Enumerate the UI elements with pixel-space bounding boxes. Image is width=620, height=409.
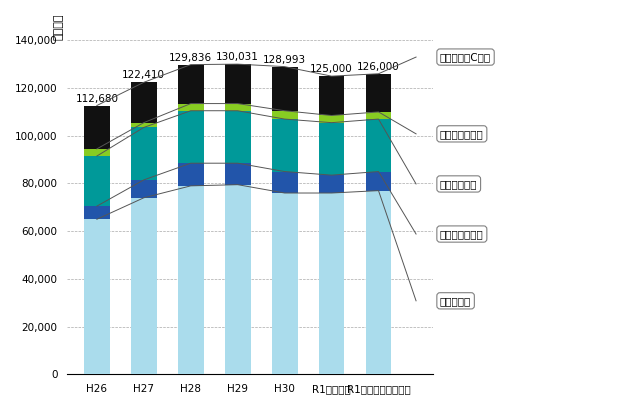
- Text: 受取手数料収入: 受取手数料収入: [440, 129, 484, 139]
- Bar: [366, 119, 391, 171]
- Bar: [84, 219, 110, 374]
- Bar: [272, 67, 298, 111]
- Bar: [366, 74, 391, 112]
- Bar: [131, 198, 157, 374]
- Y-axis label: （千円）: （千円）: [54, 14, 64, 40]
- Bar: [84, 149, 110, 156]
- Text: 所有床賃貸収入: 所有床賃貸収入: [440, 229, 484, 239]
- Bar: [225, 185, 250, 374]
- Bar: [84, 206, 110, 219]
- Bar: [84, 106, 110, 149]
- Text: 125,000: 125,000: [310, 64, 353, 74]
- Bar: [178, 65, 203, 103]
- Bar: [319, 175, 345, 193]
- Text: 130,031: 130,031: [216, 52, 259, 62]
- Text: 129,836: 129,836: [169, 53, 212, 63]
- Bar: [225, 64, 250, 103]
- Bar: [319, 76, 345, 115]
- Bar: [131, 82, 157, 123]
- Bar: [131, 128, 157, 180]
- Bar: [178, 186, 203, 374]
- Text: 文化・交流C売上: 文化・交流C売上: [440, 52, 491, 62]
- Bar: [131, 123, 157, 128]
- Bar: [225, 163, 250, 185]
- Bar: [84, 156, 110, 206]
- Bar: [272, 111, 298, 119]
- Text: 128,993: 128,993: [263, 55, 306, 65]
- Text: 土地賃貸収入: 土地賃貸収入: [440, 179, 477, 189]
- Bar: [272, 119, 298, 171]
- Text: 126,000: 126,000: [357, 62, 400, 72]
- Bar: [178, 111, 203, 163]
- Bar: [272, 193, 298, 374]
- Bar: [366, 112, 391, 119]
- Bar: [272, 171, 298, 193]
- Text: 受託料収入: 受託料収入: [440, 296, 471, 306]
- Bar: [366, 171, 391, 191]
- Text: 122,410: 122,410: [122, 70, 166, 81]
- Bar: [366, 191, 391, 374]
- Bar: [319, 193, 345, 374]
- Bar: [319, 123, 345, 175]
- Bar: [225, 111, 250, 163]
- Text: 112,680: 112,680: [76, 94, 118, 103]
- Bar: [319, 115, 345, 123]
- Bar: [178, 103, 203, 111]
- Bar: [225, 103, 250, 111]
- Bar: [178, 163, 203, 186]
- Bar: [131, 180, 157, 198]
